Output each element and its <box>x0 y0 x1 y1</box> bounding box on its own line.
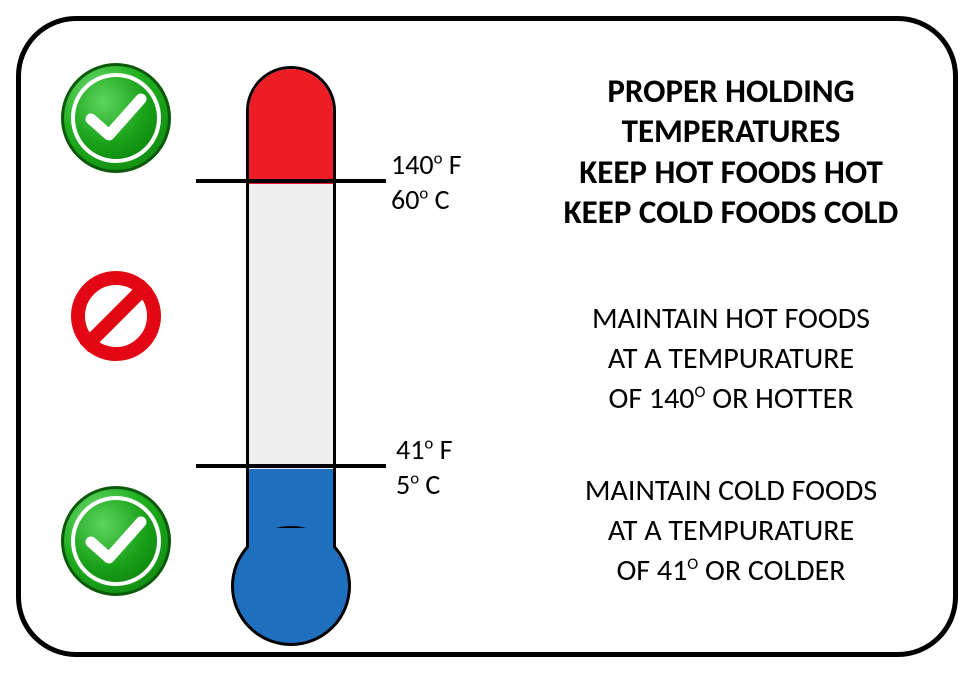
title-line: KEEP COLD FOODS COLD <box>521 192 941 232</box>
check-icon <box>61 63 171 173</box>
hot-foods-text: MAINTAIN HOT FOODS AT A TEMPURATURE OF 1… <box>521 299 941 419</box>
title-line: PROPER HOLDING <box>521 71 941 111</box>
cold-threshold-line <box>196 464 386 468</box>
hot-threshold-line <box>196 179 386 183</box>
hot-threshold-label: 140o F 60o C <box>391 147 462 217</box>
prohibited-icon <box>71 271 161 361</box>
title-line: TEMPERATURES <box>521 111 941 151</box>
infographic-frame: 140o F 60o C 41o F 5o C PROPER HOLDING T… <box>16 16 958 657</box>
text-line: MAINTAIN COLD FOODS <box>521 471 941 511</box>
thermometer <box>231 66 351 646</box>
check-icon <box>61 486 171 596</box>
text-line: OF 41O OR COLDER <box>521 551 941 591</box>
hot-zone <box>249 69 333 184</box>
text-line: AT A TEMPURATURE <box>521 339 941 379</box>
thermometer-tube <box>246 66 336 576</box>
cold-foods-text: MAINTAIN COLD FOODS AT A TEMPURATURE OF … <box>521 471 941 591</box>
text-line: OF 140O OR HOTTER <box>521 379 941 419</box>
cold-threshold-label: 41o F 5o C <box>396 432 452 502</box>
danger-zone <box>249 184 333 469</box>
title-block: PROPER HOLDING TEMPERATURES KEEP HOT FOO… <box>521 71 941 232</box>
title-line: KEEP HOT FOODS HOT <box>521 152 941 192</box>
text-line: AT A TEMPURATURE <box>521 511 941 551</box>
text-line: MAINTAIN HOT FOODS <box>521 299 941 339</box>
